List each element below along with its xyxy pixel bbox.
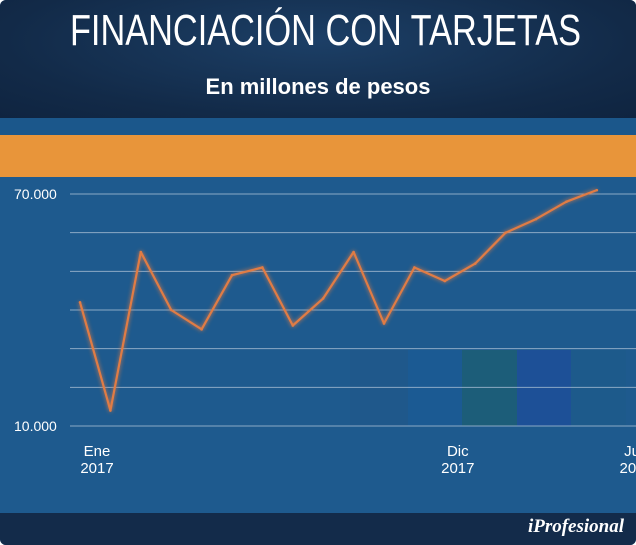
x-tick-label: Dic [447, 443, 469, 460]
data-point [534, 217, 538, 221]
background-blocks [350, 350, 626, 426]
header-divider-band [0, 118, 636, 135]
background-block [462, 350, 517, 426]
data-point [78, 300, 82, 304]
data-point [139, 250, 143, 254]
x-tick-label-year: 2017 [80, 460, 113, 477]
x-tick-label: Ene [84, 443, 111, 460]
data-point [595, 188, 599, 192]
background-block [408, 350, 462, 426]
gridlines [70, 193, 636, 427]
data-point [230, 273, 234, 277]
series-line-path [78, 189, 598, 412]
chart-header: FINANCIACIÓN CON TARJETAS En millones de… [0, 0, 636, 118]
background-block [517, 350, 571, 426]
data-point [291, 324, 295, 327]
footer-bar [0, 513, 636, 545]
chart-title: FINANCIACIÓN CON TARJETAS [69, 6, 581, 55]
chart-subtitle: En millones de pesos [205, 74, 431, 99]
data-point [565, 200, 568, 204]
data-point [504, 231, 507, 234]
x-tick-label: Jun [624, 443, 636, 460]
y-tick-label: 10.000 [14, 418, 57, 434]
brand-logo: iProfesional [527, 516, 624, 537]
data-point [413, 266, 416, 269]
data-point [200, 328, 203, 331]
data-point [109, 409, 112, 412]
data-point [382, 322, 386, 325]
data-point [352, 250, 355, 254]
y-tick-label: 70.000 [14, 186, 57, 202]
data-point [443, 279, 447, 283]
data-point [321, 297, 325, 300]
series-line [78, 188, 599, 412]
data-point [261, 266, 264, 269]
background-block [350, 350, 408, 426]
x-tick-label-year: 2017 [441, 460, 474, 477]
accent-bar [0, 135, 636, 177]
background-block [571, 350, 626, 426]
x-tick-label-year: 2018 [620, 460, 636, 477]
data-point [473, 262, 477, 265]
data-point [169, 308, 173, 312]
